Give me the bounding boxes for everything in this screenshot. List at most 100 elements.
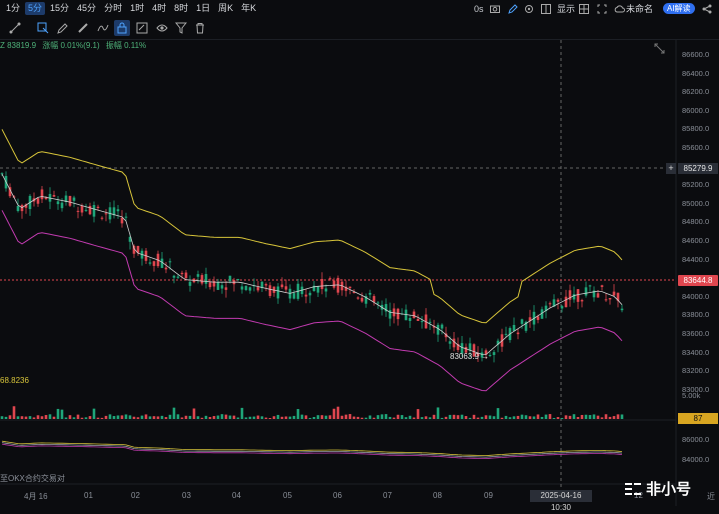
candle-body [568,290,572,300]
candle-body [64,195,68,202]
candle-body [136,245,140,253]
candle-body [76,210,80,212]
share-icon[interactable] [702,0,712,17]
volume-bar [612,416,616,419]
lock-tool-icon[interactable] [114,20,130,36]
price-axis-label: 86200.0 [682,87,710,97]
candle-body [80,205,84,213]
candle-body [284,286,288,290]
candle-body [344,286,348,291]
add-alert-icon[interactable]: + [666,163,676,174]
time-axis-label: 05 [283,491,292,500]
crosshair-price-label: 85279.9 [678,163,718,174]
volume-bar [388,416,392,419]
camera-icon[interactable] [490,0,500,17]
volume-bar [332,408,336,419]
time-axis-label: 04 [232,491,241,500]
ai-label[interactable]: AI解读 [663,3,695,14]
volume-bar [464,416,468,419]
trendline-tool-icon[interactable] [7,20,23,36]
candle-body [312,285,316,292]
candle-body [448,341,452,344]
brush-tool-icon[interactable] [75,20,91,36]
candle-body [88,205,92,215]
candle-body [556,299,560,302]
volume-bar [456,415,460,419]
exchange-label: 至OKX合约交易对 [0,474,65,483]
price-axis-label: 83800.0 [682,310,710,320]
timeframe-tab[interactable]: 45分 [77,3,97,13]
candle-body [324,288,328,292]
trash-tool-icon[interactable] [192,20,208,36]
candle-body [536,316,540,320]
candle-body [68,195,72,206]
volume-bar [552,417,556,419]
timeframe-tab[interactable]: 分时 [104,3,123,13]
price-axis-label: 83200.0 [682,366,710,376]
expand-icon[interactable] [654,41,665,59]
candle-body [184,272,188,279]
timeframe-tab[interactable]: 年K [241,3,257,13]
candle-body [52,195,56,197]
cursor-tool-icon[interactable] [35,20,51,36]
volume-bar [208,417,212,419]
candle-body [200,275,204,284]
volume-bar [8,415,12,419]
volume-bar [116,415,120,419]
timeframe-tab[interactable]: 4时 [152,3,167,13]
candle-body [604,299,608,301]
eye-tool-icon[interactable] [154,20,170,36]
volume-bar [300,414,304,419]
candle-body [236,278,240,280]
grid-icon[interactable] [579,0,589,17]
volume-bar [192,408,196,419]
timeframe-tab[interactable]: 15分 [50,3,70,13]
show-menu[interactable]: 显示 [557,4,576,14]
timeframe-tab[interactable]: 1分 [6,3,21,13]
layout-icon[interactable] [541,0,551,17]
timeframe-tab[interactable]: 1日 [196,3,211,13]
volume-bar [564,415,568,419]
candle-body [560,306,564,309]
bollinger-upper-line [1,129,623,324]
candle-body [272,286,276,293]
info-price: Z 83819.9 [0,41,37,50]
volume-bar [104,415,108,419]
pen-tool-icon[interactable] [55,20,71,36]
volume-bar [112,416,116,419]
candle-body [252,285,256,287]
candle-body [296,283,300,299]
volume-bar [404,417,408,419]
candle-body [96,206,100,208]
volume-axis-label: 5.00k [682,391,701,400]
volume-bar [36,415,40,419]
volume-bar [48,414,52,419]
timeframe-tab[interactable]: 8时 [174,3,189,13]
fullscreen-icon[interactable] [597,0,607,17]
volume-bar [64,417,68,419]
volume-bar [12,406,16,419]
volume-bar [96,417,100,419]
workspace-name[interactable]: 未命名 [626,4,654,14]
timeframe-tab[interactable]: 周K [218,3,234,13]
note-tool-icon[interactable] [134,20,150,36]
volume-bar [160,415,164,419]
timeframe-tab[interactable]: 1时 [130,3,145,13]
edit-icon[interactable] [508,0,518,17]
volume-bar [436,407,440,419]
settings-icon[interactable] [524,0,534,17]
ai-button[interactable]: AI解读 [663,0,695,17]
candle-body [196,274,200,277]
timeframe-tab[interactable]: 5分 [25,2,46,15]
volume-bar [460,414,464,419]
logo-icon [625,482,641,495]
speed-label[interactable]: 0s [474,3,484,14]
candle-body [400,313,404,315]
volume-bar [28,416,32,419]
candle-body [164,267,168,270]
filter-tool-icon[interactable] [173,20,189,36]
candle-body [608,297,612,300]
path-tool-icon[interactable] [95,20,111,36]
candle-body [496,340,500,345]
